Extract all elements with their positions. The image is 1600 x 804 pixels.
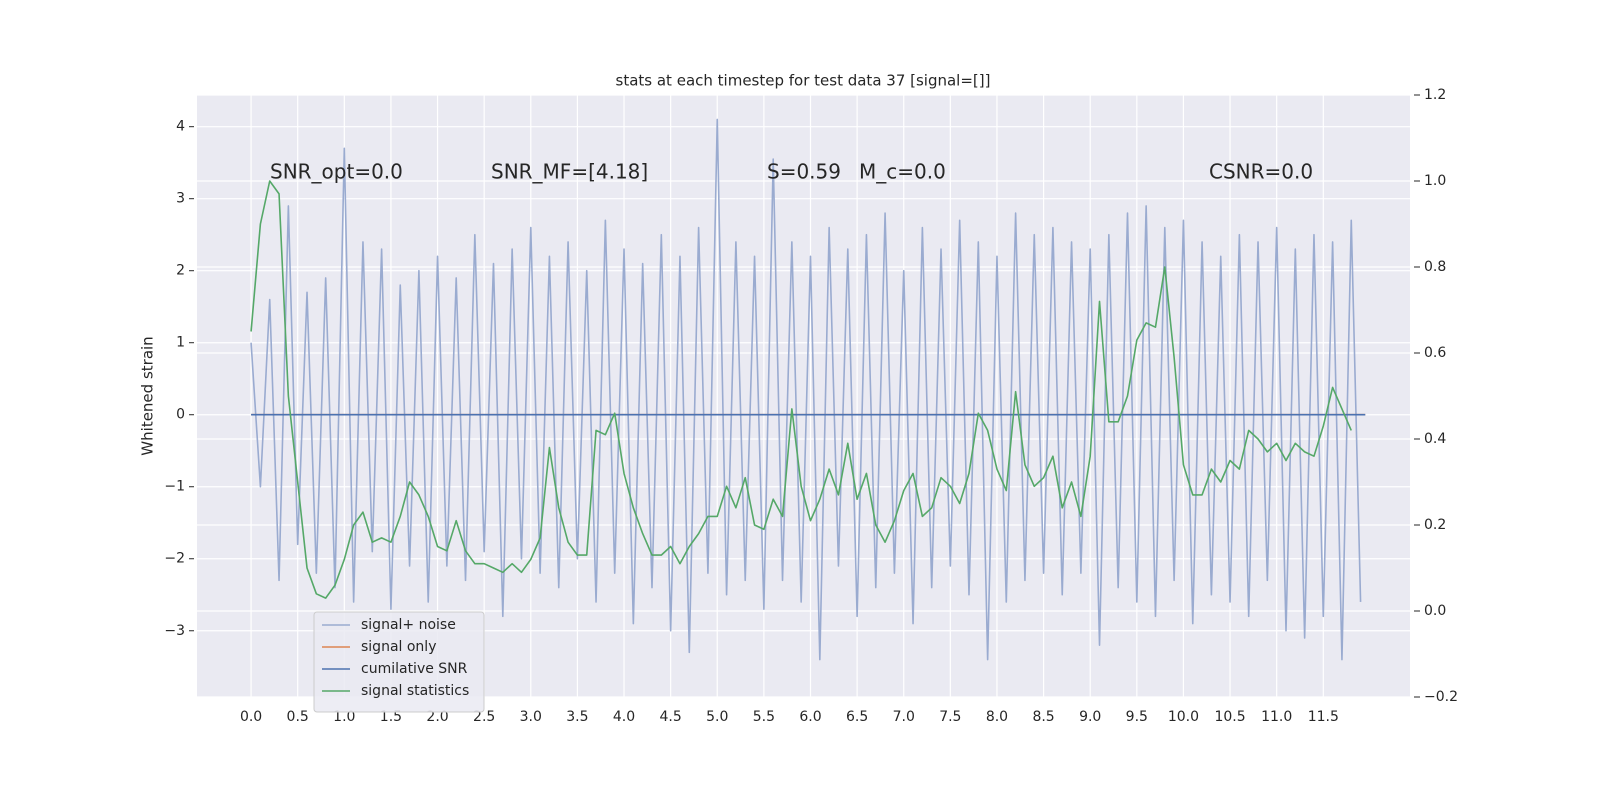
y-tick-label: −2: [164, 551, 185, 567]
legend-label: signal only: [361, 639, 436, 655]
y2-tick-label: 1.0: [1424, 173, 1446, 189]
y-tick-label: 4: [176, 119, 185, 135]
y2-tick-label: 1.2: [1424, 87, 1446, 103]
plot-area: [197, 95, 1410, 697]
legend-label: signal statistics: [361, 683, 469, 699]
annotation: SNR_MF=[4.18]: [491, 160, 648, 184]
y2-tick-label: −0.2: [1424, 689, 1458, 705]
x-tick-label: 5.5: [753, 709, 775, 725]
x-tick-label: 2.5: [473, 709, 495, 725]
annotation: S=0.59: [767, 160, 841, 184]
x-tick-label: 4.5: [660, 709, 682, 725]
y-tick-label: −3: [164, 623, 185, 639]
x-tick-label: 6.5: [846, 709, 868, 725]
y2-tick-label: 0.8: [1424, 259, 1446, 275]
y2-tick-label: 0.6: [1424, 345, 1446, 361]
x-tick-label: 10.0: [1168, 709, 1199, 725]
y2-tick-label: 0.0: [1424, 603, 1446, 619]
x-tick-label: 2.0: [426, 709, 448, 725]
x-tick-label: 7.5: [939, 709, 961, 725]
y-axis-label: Whitened strain: [139, 336, 157, 455]
x-tick-label: 1.0: [333, 709, 355, 725]
x-tick-label: 10.5: [1214, 709, 1245, 725]
x-tick-label: 3.0: [520, 709, 542, 725]
x-tick-label: 3.5: [566, 709, 588, 725]
annotation: M_c=0.0: [859, 160, 946, 184]
y2-tick-label: 0.4: [1424, 431, 1446, 447]
series-line: [250, 180, 1352, 599]
x-tick-label: 8.0: [986, 709, 1008, 725]
legend-label: cumilative SNR: [361, 661, 468, 677]
x-tick-label: 6.0: [799, 709, 821, 725]
x-tick-label: 11.5: [1308, 709, 1339, 725]
x-tick-label: 0.0: [240, 709, 262, 725]
series-line: [250, 118, 1362, 661]
x-tick-label: 7.0: [893, 709, 915, 725]
annotation: SNR_opt=0.0: [270, 160, 403, 184]
annotation: CSNR=0.0: [1209, 160, 1313, 184]
x-tick-label: 9.5: [1126, 709, 1148, 725]
y2-tick-label: 0.2: [1424, 517, 1446, 533]
x-tick-label: 9.0: [1079, 709, 1101, 725]
x-tick-label: 4.0: [613, 709, 635, 725]
x-tick-label: 11.0: [1261, 709, 1292, 725]
x-tick-label: 8.5: [1032, 709, 1054, 725]
y-tick-label: −1: [164, 479, 185, 495]
legend-box: [313, 611, 485, 713]
legend-label: signal+ noise: [361, 617, 456, 633]
x-tick-label: 5.0: [706, 709, 728, 725]
y-tick-label: 2: [176, 263, 185, 279]
x-tick-label: 1.5: [380, 709, 402, 725]
y-tick-label: 0: [176, 407, 185, 423]
chart-title: stats at each timestep for test data 37 …: [616, 72, 991, 90]
y-tick-label: 1: [176, 335, 185, 351]
x-tick-label: 0.5: [287, 709, 309, 725]
y-tick-label: 3: [176, 191, 185, 207]
